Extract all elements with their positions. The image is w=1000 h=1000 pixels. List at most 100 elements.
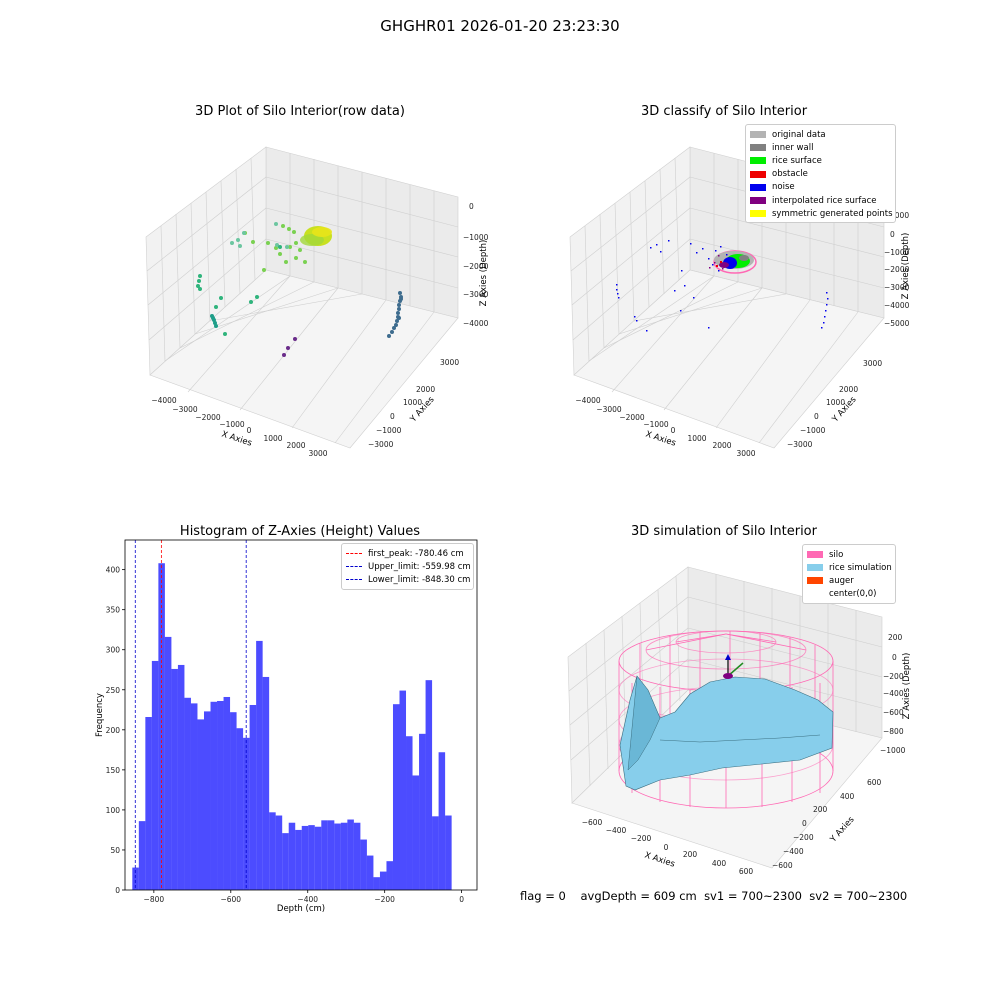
svg-text:−1000: −1000 [884,248,910,257]
histogram-bar [282,833,289,890]
histogram-yticks: 0 50 100 150 200 250 300 350 400 [106,566,125,895]
histogram-bar [184,697,191,890]
svg-text:3000: 3000 [736,449,755,458]
svg-text:0: 0 [892,653,897,662]
simulation-zlabel: Z Axies (Depth) [902,653,912,720]
svg-text:−400: −400 [883,689,904,698]
histogram-xtick-label: −600 [220,895,241,904]
svg-text:−2000: −2000 [619,413,645,422]
classify-legend: original data inner wall rice surface ob… [745,124,896,224]
histogram-bar [425,680,433,890]
histogram-bar [445,815,452,890]
svg-text:3000: 3000 [308,449,327,458]
svg-text:−800: −800 [883,727,904,736]
svg-text:−1000: −1000 [800,426,826,435]
legend-item-interpolated: interpolated rice surface [750,194,890,207]
simulation-ylabel: Y Axies [828,814,857,845]
histogram-xtick-label: −400 [297,895,318,904]
raw-ztick-labels: 0 −1000 −2000 −3000 −4000 [463,202,489,328]
histogram-bar [373,877,380,890]
svg-text:400: 400 [840,792,855,801]
svg-text:−600: −600 [772,861,793,870]
histogram-bar [406,736,413,890]
svg-text:400: 400 [712,859,727,868]
histogram-bar [353,822,361,890]
flag-text: flag = 0 [520,889,566,903]
svg-text:−3000: −3000 [787,440,813,449]
svg-text:−1000: −1000 [643,420,669,429]
simulation-ztick-labels: 200 0 −200 −400 −600 −800 −1000 [880,633,906,755]
raw-gridlines [146,153,459,444]
legend-item-rice-simulation: rice simulation [807,561,892,574]
histogram-bar [321,820,328,890]
svg-text:−1000: −1000 [219,420,245,429]
histogram-bar [288,822,296,890]
histogram-xticks: −800 −600 −400 −200 0 [144,890,464,904]
svg-text:2000: 2000 [839,385,858,394]
histogram-bar [236,728,244,890]
svg-text:−200: −200 [793,833,814,842]
histogram-bar [171,668,178,890]
raw-xtick-labels: −4000 −3000 −2000 −1000 0 1000 2000 3000 [151,396,327,458]
histogram-title: Histogram of Z-Axies (Height) Values [179,524,421,539]
svg-text:2000: 2000 [286,441,305,450]
classify-zlabel: Z Axies (Depth) [901,233,911,300]
classify-ytick-labels: 3000 2000 1000 0 −1000 −3000 [787,359,882,449]
histogram-ytick-label: 400 [106,566,121,575]
histogram-bar [145,717,152,890]
histogram-bar [230,712,237,890]
histogram-bar [438,752,446,890]
histogram-bar [412,775,420,890]
histogram-ytick-label: 100 [106,806,121,815]
legend-item-noise: noise [750,181,890,194]
histogram-bar [340,822,348,890]
histogram-bar [366,855,374,890]
histogram-chart: −800 −600 −400 −200 0 0 50 100 150 200 250 300 350 4… [95,539,478,914]
histogram-bar [262,676,270,890]
svg-text:−1000: −1000 [376,426,402,435]
svg-text:0: 0 [890,230,895,239]
svg-text:200: 200 [813,805,828,814]
histogram-bar [269,812,276,890]
raw-ytick-labels: 3000 2000 1000 0 −1000 −3000 [368,358,459,449]
simulation-xlabel: X Axies [643,850,676,869]
histogram-ytick-label: 300 [106,646,121,655]
histogram-bar [164,636,172,890]
histogram-ytick-label: 150 [106,766,121,775]
svg-text:−200: −200 [631,834,652,843]
auger-marker [723,654,744,679]
histogram-bar [138,821,146,890]
legend-item-first-peak: first_peak: -780.46 cm [346,547,468,560]
svg-text:−4000: −4000 [884,301,910,310]
histogram-bar [223,696,231,890]
sv1-text: sv1 = 700~2300 [704,889,802,903]
svg-text:0: 0 [664,843,669,852]
svg-text:0: 0 [247,426,252,435]
svg-text:3000: 3000 [440,358,459,367]
legend-item-silo: silo [807,548,890,561]
svg-text:0: 0 [802,819,807,828]
raw-plot-title: 3D Plot of Silo Interior(row data) [195,104,405,119]
simulation-ytick-labels: 600 400 200 0 −200 −400 −600 [772,778,882,870]
histogram-bar [308,825,315,890]
svg-text:−4000: −4000 [575,396,601,405]
histogram-bar [256,640,263,890]
svg-text:0: 0 [390,412,395,421]
svg-text:600: 600 [739,867,754,876]
svg-text:1000: 1000 [263,434,282,443]
histogram-ylabel: Frequency [95,693,105,737]
svg-text:−4000: −4000 [151,396,177,405]
histogram-bar [314,826,322,890]
raw-3d-plot: −4000 −3000 −2000 −1000 0 1000 2000 3000… [145,146,489,458]
svg-text:−3000: −3000 [172,405,198,414]
svg-text:−200: −200 [883,672,904,681]
svg-text:−3000: −3000 [884,283,910,292]
svg-text:1000: 1000 [403,398,422,407]
svg-text:−5000: −5000 [884,319,910,328]
legend-item-original-data: original data [750,128,890,141]
svg-text:−400: −400 [783,847,804,856]
legend-item-lower-limit: Lower_limit: -848.30 cm [346,573,470,586]
histogram-bar [190,703,198,890]
classify-xtick-labels: −4000 −3000 −2000 −1000 0 1000 2000 3000 [575,396,755,458]
simulation-legend: silo rice simulation auger center(0,0) [802,544,896,604]
